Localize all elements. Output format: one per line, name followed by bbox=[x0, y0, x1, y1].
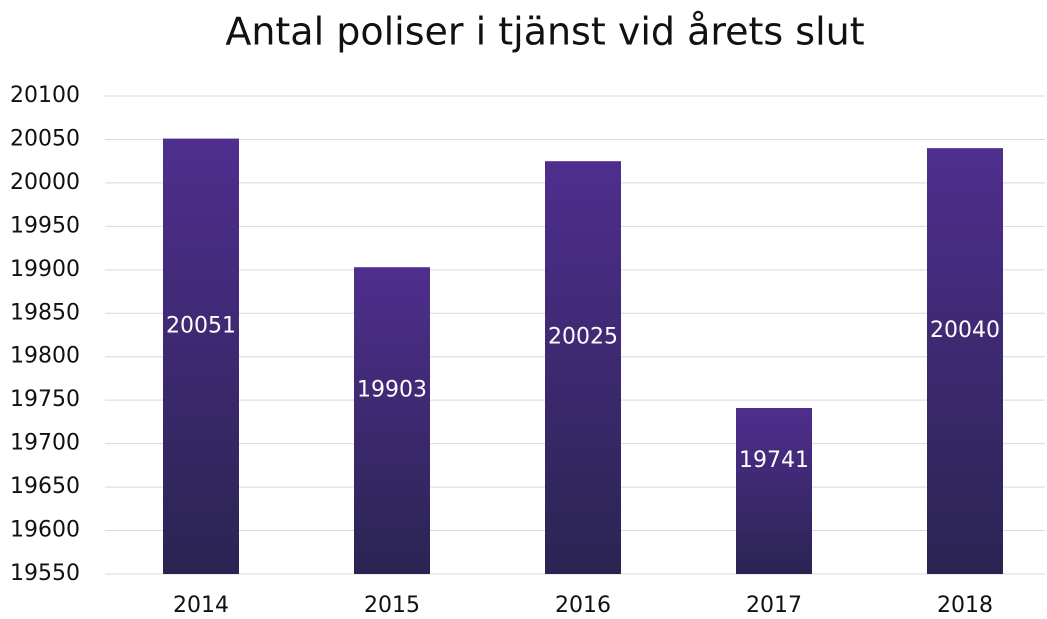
x-tick-label: 2015 bbox=[364, 593, 420, 618]
y-tick-label: 20100 bbox=[10, 83, 80, 108]
y-tick-label: 19900 bbox=[10, 257, 80, 282]
bar bbox=[736, 408, 812, 574]
bar bbox=[163, 138, 239, 574]
value-label: 19741 bbox=[739, 448, 809, 473]
y-tick-label: 19800 bbox=[10, 344, 80, 369]
value-label: 19903 bbox=[357, 378, 427, 403]
y-tick-label: 20050 bbox=[10, 126, 80, 151]
y-tick-label: 19600 bbox=[10, 518, 80, 543]
x-tick-label: 2016 bbox=[555, 593, 611, 618]
y-tick-label: 19850 bbox=[10, 300, 80, 325]
value-label: 20040 bbox=[930, 318, 1000, 343]
bar bbox=[354, 267, 430, 574]
bar bbox=[545, 161, 621, 574]
value-label: 20051 bbox=[166, 313, 236, 338]
y-tick-label: 19700 bbox=[10, 431, 80, 456]
chart-title: Antal poliser i tjänst vid årets slut bbox=[225, 10, 864, 54]
bar bbox=[927, 148, 1003, 575]
y-tick-label: 19650 bbox=[10, 474, 80, 499]
x-tick-label: 2017 bbox=[746, 593, 802, 618]
x-tick-label: 2018 bbox=[937, 593, 993, 618]
y-tick-label: 19950 bbox=[10, 213, 80, 238]
x-tick-label: 2014 bbox=[173, 593, 229, 618]
y-tick-label: 19550 bbox=[10, 561, 80, 586]
y-tick-label: 20000 bbox=[10, 170, 80, 195]
y-tick-label: 19750 bbox=[10, 387, 80, 412]
value-label: 20025 bbox=[548, 325, 618, 350]
